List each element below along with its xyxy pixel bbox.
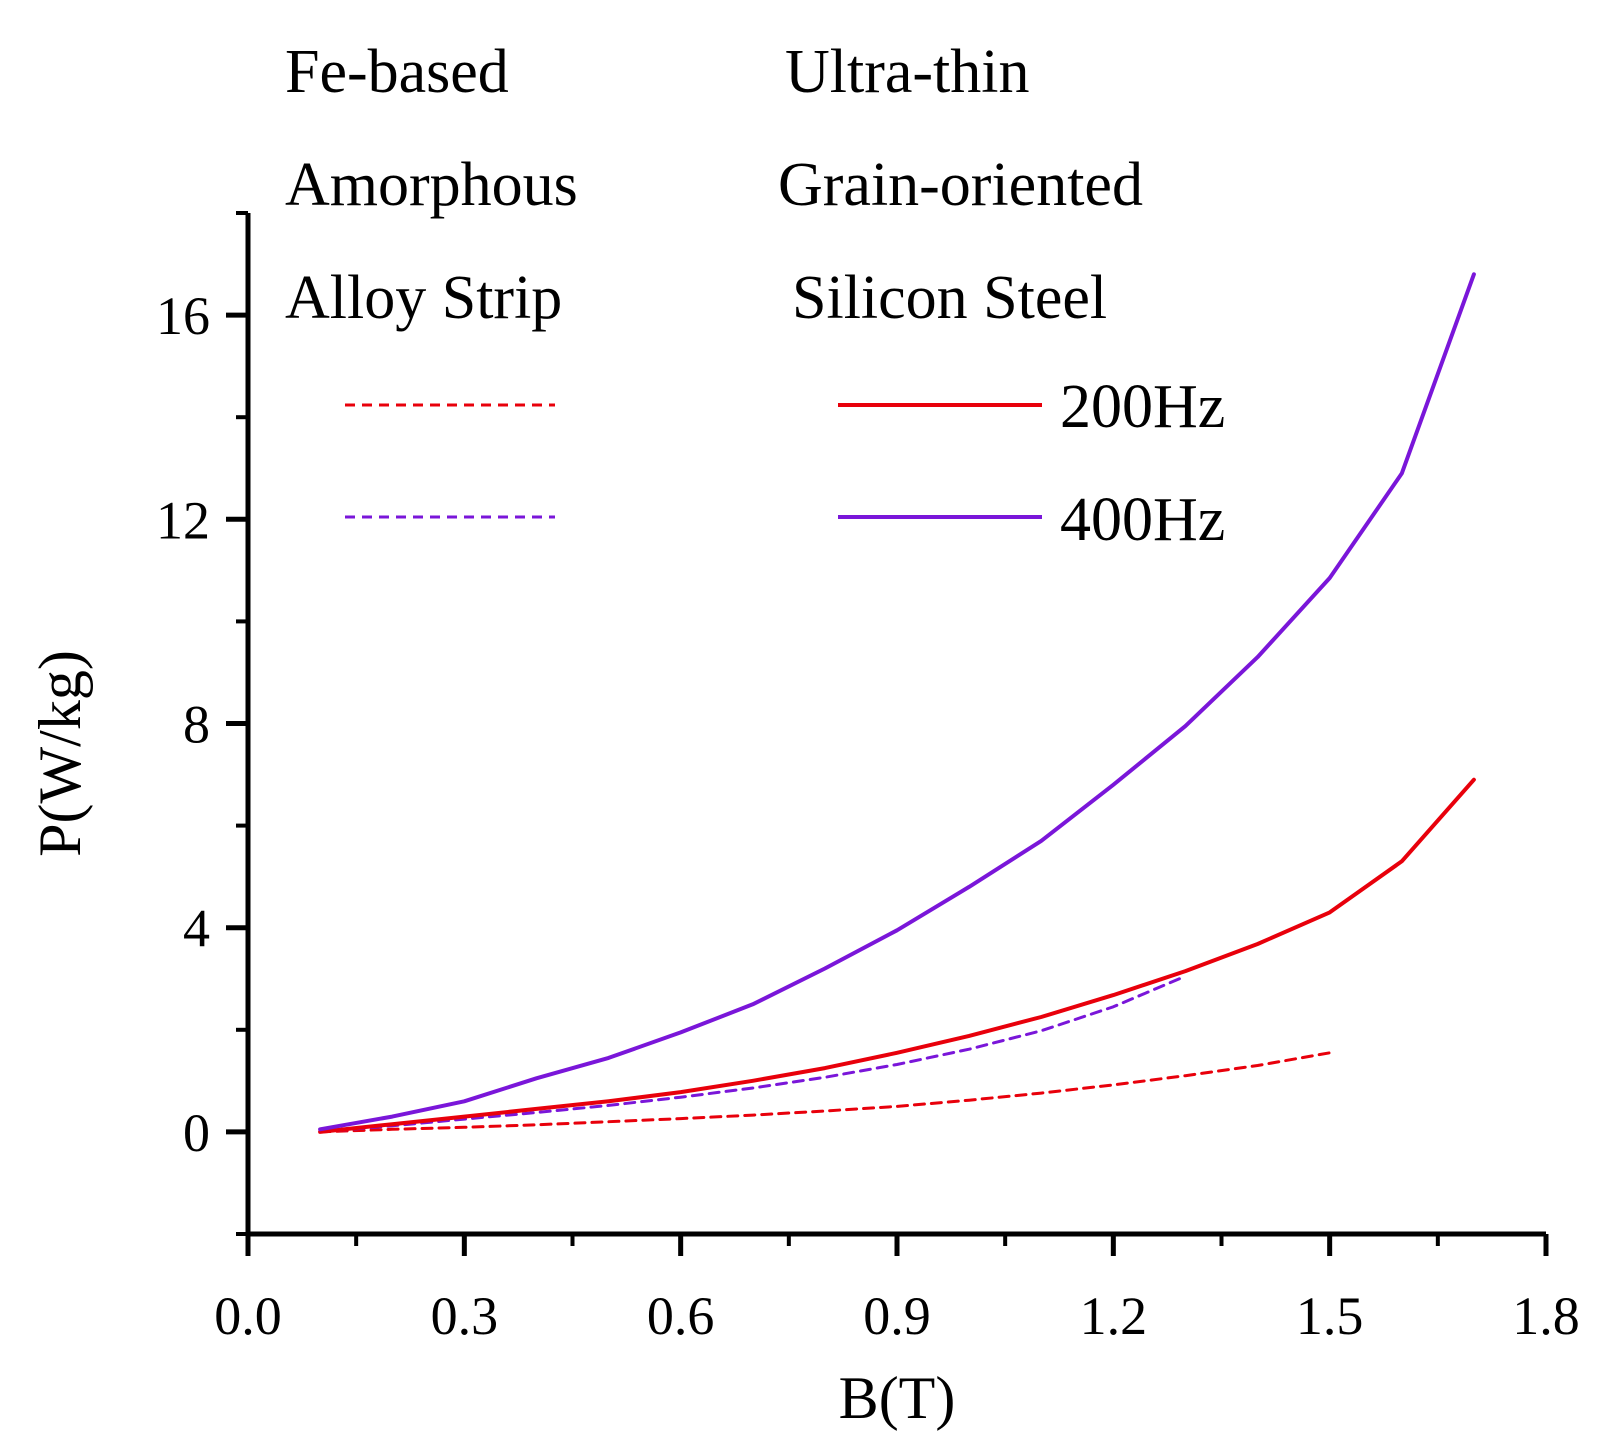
legend-header-silicon-line-1: Ultra-thin	[785, 38, 1030, 106]
x-tick-label: 1.8	[1512, 1286, 1580, 1346]
legend-header-amorphous-line-3: Alloy Strip	[285, 264, 562, 332]
y-axis-title: P(W/kg)	[27, 650, 93, 857]
series-line-2	[318, 777, 1476, 1134]
y-tick-label: 16	[156, 286, 210, 346]
series-line-0	[318, 1051, 1332, 1134]
legend-header-amorphous-line-1: Fe-based	[285, 38, 509, 106]
x-tick-label: 0.9	[863, 1286, 931, 1346]
y-ticks: 0 4 8 12 16	[156, 211, 248, 1236]
y-tick-label: 0	[183, 1103, 210, 1163]
x-tick-label: 0.6	[647, 1286, 715, 1346]
legend-header-silicon-line-2: Grain-oriented	[778, 151, 1143, 219]
x-tick-label: 1.5	[1296, 1286, 1364, 1346]
x-tick-label: 0.0	[214, 1286, 282, 1346]
legend-label-200hz: 200Hz	[1060, 373, 1225, 441]
x-axis-title: B(T)	[839, 1365, 956, 1431]
y-tick-label: 8	[183, 695, 210, 755]
y-tick-label: 4	[183, 899, 210, 959]
series-line-1	[318, 974, 1187, 1134]
legend-header-silicon-line-3: Silicon Steel	[792, 264, 1107, 332]
x-tick-label: 1.2	[1080, 1286, 1148, 1346]
x-ticks: 0.0 0.3 0.6 0.9 1.2 1.5 1.8	[214, 1234, 1580, 1346]
legend-header-amorphous-line-2: Amorphous	[285, 151, 578, 219]
legend-label-400hz: 400Hz	[1060, 486, 1225, 554]
y-tick-label: 12	[156, 490, 210, 550]
axes: 0.0 0.3 0.6 0.9 1.2 1.5 1.8 0 4 8 12 16	[156, 211, 1580, 1346]
legend: Fe-based Amorphous Alloy Strip Ultra-thi…	[285, 38, 1225, 554]
series-line-3	[318, 272, 1476, 1132]
x-tick-label: 0.3	[431, 1286, 499, 1346]
plot-area	[318, 272, 1476, 1134]
